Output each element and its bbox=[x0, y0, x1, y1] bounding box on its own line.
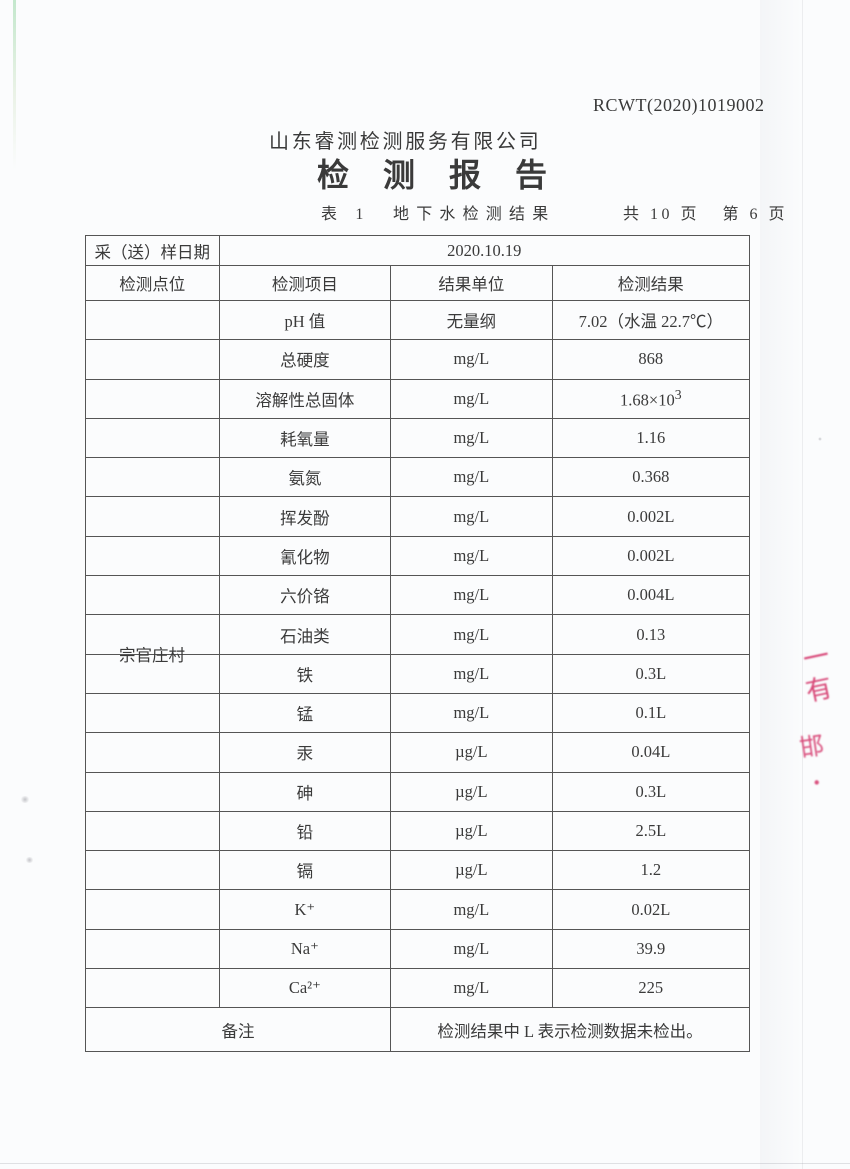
svg-text:邯: 邯 bbox=[798, 732, 826, 762]
svg-text:一: 一 bbox=[800, 640, 832, 675]
svg-text:有: 有 bbox=[803, 672, 835, 707]
